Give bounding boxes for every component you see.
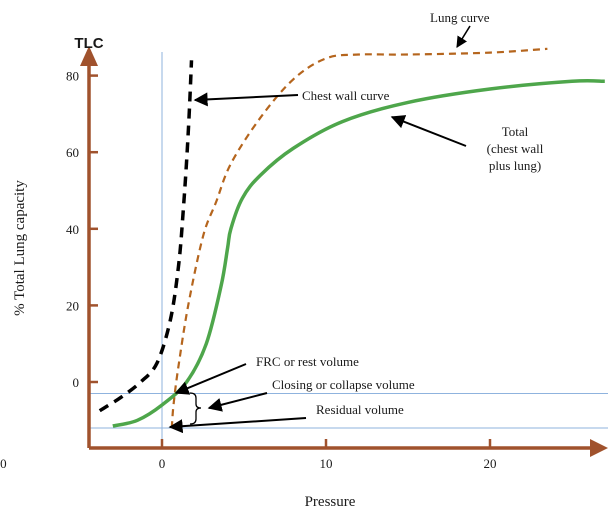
x-tick-label: 0 bbox=[159, 456, 166, 471]
frc-label: FRC or rest volume bbox=[256, 354, 359, 369]
x-axis-arrowhead bbox=[590, 439, 608, 457]
y-tick-label: 60 bbox=[66, 145, 79, 160]
x-axis-label: Pressure bbox=[305, 494, 356, 510]
lung-curve-arrow bbox=[456, 25, 471, 48]
chest-wall-curve bbox=[98, 60, 194, 413]
x-tick-label: -10 bbox=[0, 456, 7, 471]
annotations: Lung curve Chest wall curve Total (chest… bbox=[256, 10, 544, 417]
curves bbox=[98, 47, 605, 429]
x-ticks: -100102030 bbox=[0, 439, 497, 471]
annotation-arrows bbox=[168, 25, 471, 434]
residual-volume-arrow bbox=[168, 417, 307, 434]
y-tick-label: 80 bbox=[66, 69, 79, 84]
y-axis-label: % Total Lung capacity bbox=[12, 180, 28, 316]
closing-volume-arrow bbox=[207, 392, 268, 412]
total-label-line2: (chest wall bbox=[487, 141, 544, 156]
total-label-line3: plus lung) bbox=[489, 158, 541, 173]
lung-curve-label: Lung curve bbox=[430, 10, 490, 25]
closing-volume-label: Closing or collapse volume bbox=[272, 377, 415, 392]
total-label-line1: Total bbox=[502, 124, 529, 139]
frc-arrow bbox=[174, 363, 247, 395]
residual-volume-label: Residual volume bbox=[316, 402, 404, 417]
y-tick-label: 20 bbox=[66, 298, 79, 313]
y-ticks: 80 60 40 20 0 bbox=[66, 69, 98, 390]
closing-volume-brace bbox=[189, 392, 202, 425]
x-tick-label: 10 bbox=[320, 456, 333, 471]
y-tick-label: 40 bbox=[66, 222, 79, 237]
y-tick-label: 0 bbox=[73, 375, 80, 390]
chest-wall-curve-label: Chest wall curve bbox=[302, 88, 390, 103]
x-tick-label: 20 bbox=[484, 456, 497, 471]
chest-wall-arrow bbox=[193, 92, 299, 107]
axes bbox=[80, 46, 608, 457]
y-axis-arrowhead bbox=[80, 46, 98, 66]
total-arrow bbox=[390, 115, 467, 147]
lung-curve bbox=[170, 47, 548, 429]
y-top-label: TLC bbox=[74, 35, 103, 52]
